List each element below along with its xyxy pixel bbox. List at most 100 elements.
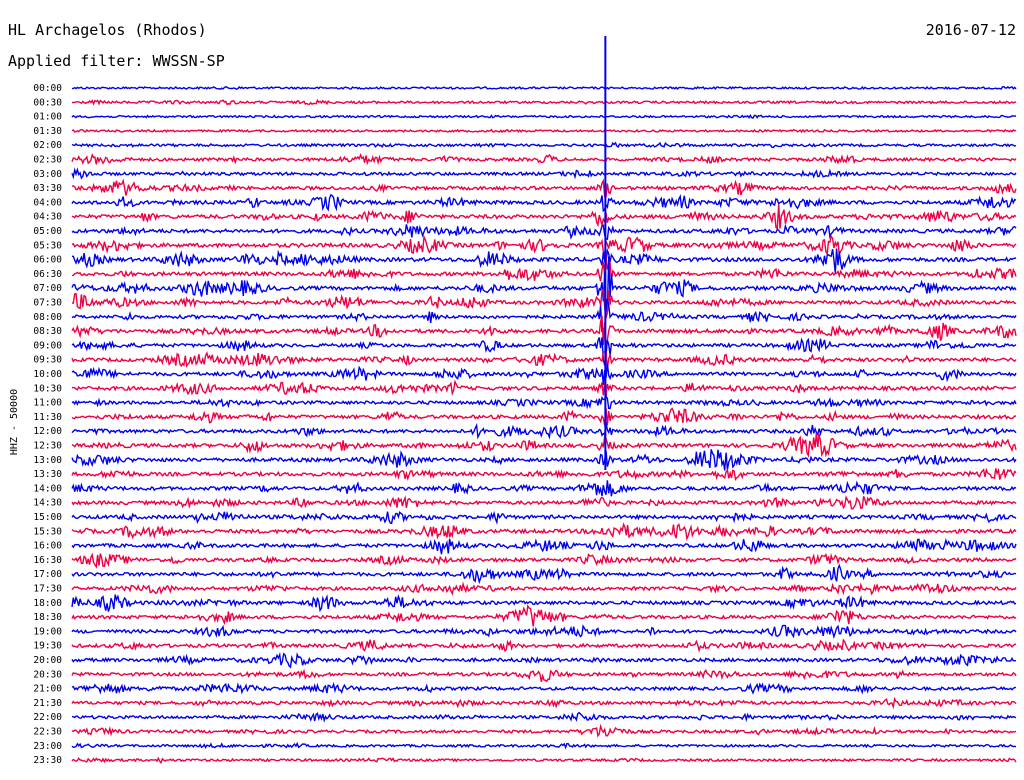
trace-line xyxy=(71,394,1017,410)
row-label: 02:30 xyxy=(33,155,62,166)
row-label: 23:00 xyxy=(33,741,62,752)
row-label: 06:30 xyxy=(33,269,62,280)
row-label: 05:00 xyxy=(33,226,62,237)
trace-line xyxy=(71,756,1017,765)
row-label: 00:00 xyxy=(33,83,62,94)
trace-line xyxy=(71,363,1017,385)
trace-line xyxy=(71,604,1017,627)
row-label: 20:00 xyxy=(33,655,62,666)
trace-line xyxy=(71,433,1017,459)
trace-line xyxy=(71,152,1017,166)
row-label: 05:30 xyxy=(33,240,62,251)
trace-line xyxy=(71,741,1017,750)
row-label: 18:30 xyxy=(33,612,62,623)
trace-line xyxy=(71,480,1017,497)
row-label: 17:30 xyxy=(33,584,62,595)
row-label: 09:00 xyxy=(33,340,62,351)
row-label: 14:00 xyxy=(33,483,62,494)
row-label: 22:30 xyxy=(33,727,62,738)
trace-line xyxy=(71,495,1017,510)
row-label: 14:30 xyxy=(33,498,62,509)
row-label: 19:00 xyxy=(33,626,62,637)
trace-rows: 00:00 00:30 01:00 01:30 02:00 02:30 03:00 03:30… xyxy=(33,36,1017,766)
trace-line xyxy=(71,350,1017,369)
trace-line xyxy=(71,234,1017,257)
trace-line xyxy=(71,552,1017,569)
trace-line xyxy=(71,167,1017,180)
trace-line xyxy=(71,407,1017,426)
row-label: 09:30 xyxy=(33,355,62,366)
trace-line xyxy=(71,286,1017,319)
row-label: 03:30 xyxy=(33,183,62,194)
trace-line xyxy=(71,467,1017,481)
filter-label: Applied filter: WWSSN-SP xyxy=(8,52,225,70)
row-label: 15:00 xyxy=(33,512,62,523)
row-label: 00:30 xyxy=(33,97,62,108)
row-label: 21:00 xyxy=(33,684,62,695)
row-label: 04:30 xyxy=(33,212,62,223)
trace-line xyxy=(71,522,1017,542)
station-title: HL Archagelos (Rhodos) xyxy=(8,21,207,39)
trace-line xyxy=(71,422,1017,440)
row-label: 13:00 xyxy=(33,455,62,466)
trace-line xyxy=(71,223,1017,241)
row-label: 13:30 xyxy=(33,469,62,480)
trace-line xyxy=(71,114,1017,119)
row-label: 08:00 xyxy=(33,312,62,323)
row-label: 01:30 xyxy=(33,126,62,137)
trace-line xyxy=(71,379,1017,398)
row-label: 11:30 xyxy=(33,412,62,423)
row-label: 20:30 xyxy=(33,669,62,680)
row-label: 08:30 xyxy=(33,326,62,337)
row-label: 12:00 xyxy=(33,426,62,437)
trace-line xyxy=(71,178,1017,198)
trace-line xyxy=(71,204,1017,230)
trace-line xyxy=(71,723,1017,738)
row-label: 16:00 xyxy=(33,541,62,552)
row-label: 15:30 xyxy=(33,526,62,537)
trace-line xyxy=(71,681,1017,695)
trace-line xyxy=(71,696,1017,710)
row-label: 03:00 xyxy=(33,169,62,180)
row-label: 10:00 xyxy=(33,369,62,380)
trace-line xyxy=(71,315,1017,347)
trace-line xyxy=(71,298,1017,338)
row-label: 10:30 xyxy=(33,383,62,394)
trace-line xyxy=(71,85,1017,91)
row-label: 07:00 xyxy=(33,283,62,294)
trace-line xyxy=(71,449,1017,471)
row-label: 01:00 xyxy=(33,112,62,123)
row-label: 16:30 xyxy=(33,555,62,566)
trace-line xyxy=(71,337,1017,366)
trace-line xyxy=(71,510,1017,525)
y-axis-label: HHZ - 50000 xyxy=(9,389,20,455)
trace-line xyxy=(71,668,1017,683)
trace-line xyxy=(71,141,1017,149)
row-label: 11:00 xyxy=(33,398,62,409)
trace-line xyxy=(71,594,1017,613)
trace-line xyxy=(71,581,1017,596)
row-label: 06:00 xyxy=(33,255,62,266)
trace-line xyxy=(72,98,1017,106)
trace-line xyxy=(71,711,1017,723)
row-label: 07:30 xyxy=(33,298,62,309)
row-label: 21:30 xyxy=(33,698,62,709)
trace-line xyxy=(71,652,1017,669)
row-label: 18:00 xyxy=(33,598,62,609)
row-label: 17:00 xyxy=(33,569,62,580)
row-label: 19:30 xyxy=(33,641,62,652)
trace-line xyxy=(72,247,1017,273)
row-label: 22:00 xyxy=(33,712,62,723)
row-label: 02:00 xyxy=(33,140,62,151)
trace-line xyxy=(71,128,1017,134)
row-label: 12:30 xyxy=(33,441,62,452)
trace-line xyxy=(71,624,1017,640)
trace-line xyxy=(71,563,1017,585)
row-label: 23:30 xyxy=(33,755,62,766)
trace-line xyxy=(71,256,1017,282)
row-label: 04:00 xyxy=(33,197,62,208)
trace-line xyxy=(71,537,1017,555)
trace-line xyxy=(71,638,1017,654)
date-label: 2016-07-12 xyxy=(926,21,1016,39)
